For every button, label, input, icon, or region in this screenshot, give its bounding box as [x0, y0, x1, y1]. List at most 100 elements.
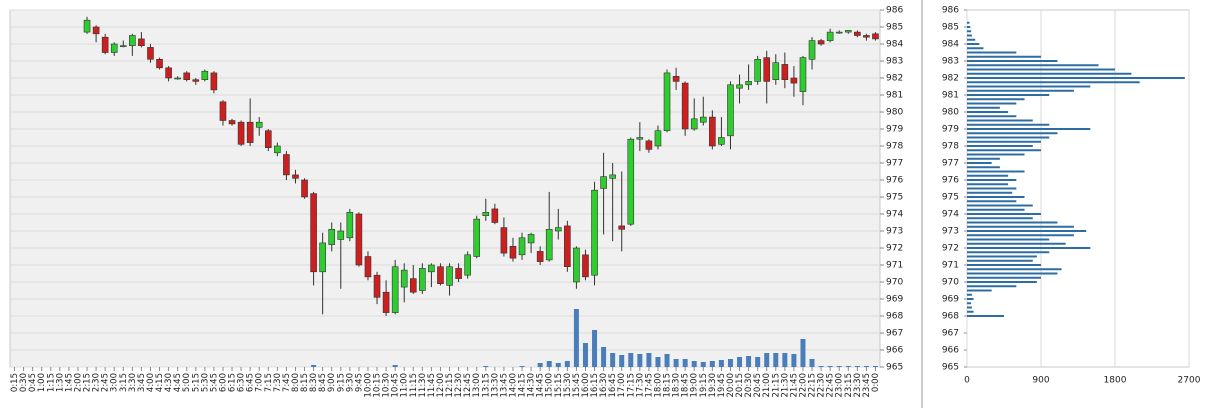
- candle-body: [863, 35, 870, 38]
- x-tick-label: 20:30: [744, 373, 754, 398]
- x-tick-label: 21:30: [780, 373, 790, 398]
- profile-bar: [967, 72, 1132, 75]
- x-tick-label: 17:45: [644, 373, 654, 398]
- volume-bar: [764, 353, 770, 367]
- candle-body: [564, 225, 571, 267]
- candle-body: [518, 237, 526, 256]
- y-tick-label: 969: [886, 295, 903, 305]
- profile-bar: [967, 98, 1025, 101]
- profile-bar: [967, 21, 970, 24]
- candle-body: [844, 30, 852, 33]
- candle-body: [582, 254, 589, 278]
- candle-body: [310, 193, 317, 273]
- candle-body: [328, 229, 336, 245]
- y-tick-label: 976: [886, 176, 903, 186]
- x-tick-label: 19:45: [717, 373, 727, 398]
- x-tick-label: 15:45: [572, 373, 582, 398]
- profile-bar: [967, 128, 1091, 130]
- profile-bar: [967, 94, 1050, 96]
- y-tick-label: 974: [942, 210, 959, 220]
- x-tick-label: 22:00: [798, 373, 808, 398]
- x-tick-label: 12:00: [436, 373, 446, 398]
- volume-bar: [845, 366, 851, 367]
- y-tick-label: 967: [886, 329, 903, 339]
- x-tick-label: 15:15: [554, 373, 564, 398]
- x-tick-label: 14:30: [527, 373, 537, 398]
- x-tick-label: 0:30: [19, 373, 29, 392]
- x-tick-label: 0:45: [28, 373, 38, 392]
- volume-bar: [737, 357, 743, 367]
- candle-body: [264, 130, 272, 148]
- profile-bar: [967, 264, 1041, 266]
- profile-bar: [967, 230, 1087, 232]
- profile-bar: [967, 89, 1074, 92]
- candle-body: [790, 77, 798, 84]
- x-tick-label: 5:00: [182, 373, 192, 392]
- x-tick-label: 16:15: [590, 373, 600, 398]
- volume-bar: [755, 357, 761, 367]
- x-tick-label: 6:15: [228, 373, 238, 392]
- x-tick-label: 8:00: [291, 373, 301, 392]
- x-tick-label: 16:45: [608, 373, 618, 398]
- profile-bar: [967, 149, 1041, 152]
- volume-bar: [392, 365, 398, 367]
- y-tick-label: 973: [942, 227, 959, 237]
- x-tick-label: 3:45: [137, 373, 147, 392]
- profile-bar: [967, 111, 1009, 113]
- y-tick-label: 968: [942, 312, 959, 322]
- y-tick-label: 982: [942, 74, 959, 84]
- volume-bar: [872, 366, 878, 367]
- candle-body: [600, 176, 607, 189]
- x-tick-label: 6:00: [218, 373, 228, 392]
- candle-body: [156, 58, 163, 69]
- volume-bar: [592, 330, 598, 367]
- y-tick-label: 977: [886, 159, 903, 169]
- candle-body: [237, 121, 245, 145]
- candle-body: [138, 38, 145, 47]
- y-tick-label: 986: [886, 6, 903, 16]
- x-tick-label: 18:45: [681, 373, 691, 398]
- candle-body: [165, 67, 172, 79]
- candle-body: [455, 268, 462, 279]
- volume-bar: [863, 366, 869, 367]
- volume-bar: [682, 359, 688, 367]
- x-tick-label: 10:15: [373, 373, 383, 398]
- volume-bar: [700, 362, 706, 367]
- candle-body: [781, 64, 789, 81]
- profile-bar: [967, 64, 1099, 67]
- profile-bar: [967, 310, 974, 313]
- x-tick-label: 2:45: [101, 373, 111, 392]
- x-tick-label: 1800: [1104, 376, 1127, 386]
- x-tick-label: 3:15: [119, 373, 129, 392]
- profile-bar: [967, 281, 1037, 283]
- profile-bar: [967, 26, 971, 28]
- volume-bar: [800, 339, 806, 367]
- profile-bar: [967, 43, 980, 45]
- x-tick-label: 22:30: [817, 373, 827, 398]
- x-tick-label: 1:15: [46, 373, 56, 392]
- x-tick-label: 23:00: [835, 373, 845, 398]
- y-tick-label: 965: [942, 363, 959, 373]
- profile-bar: [967, 140, 1041, 143]
- volume-bar: [782, 353, 788, 367]
- profile-bar: [967, 242, 1066, 245]
- x-tick-label: 4:15: [155, 373, 165, 392]
- profile-bar: [967, 47, 984, 50]
- x-tick-label: 4:00: [146, 373, 156, 392]
- profile-bar: [967, 255, 1037, 258]
- volume-bar: [555, 363, 561, 367]
- candle-body: [174, 77, 181, 80]
- candle-body: [754, 58, 761, 82]
- x-tick-label: 11:15: [409, 373, 419, 398]
- profile-bar: [967, 315, 1004, 317]
- x-tick-label: 23:30: [853, 373, 863, 398]
- profile-bar: [967, 276, 1041, 279]
- y-tick-label: 970: [942, 278, 959, 288]
- candle-body: [763, 57, 771, 82]
- volume-bar: [691, 361, 697, 367]
- profile-bar: [967, 85, 1091, 88]
- profile-bar: [967, 251, 1050, 254]
- y-tick-label: 972: [942, 244, 959, 254]
- x-tick-label: 13:00: [472, 373, 482, 398]
- y-tick-label: 983: [886, 57, 903, 67]
